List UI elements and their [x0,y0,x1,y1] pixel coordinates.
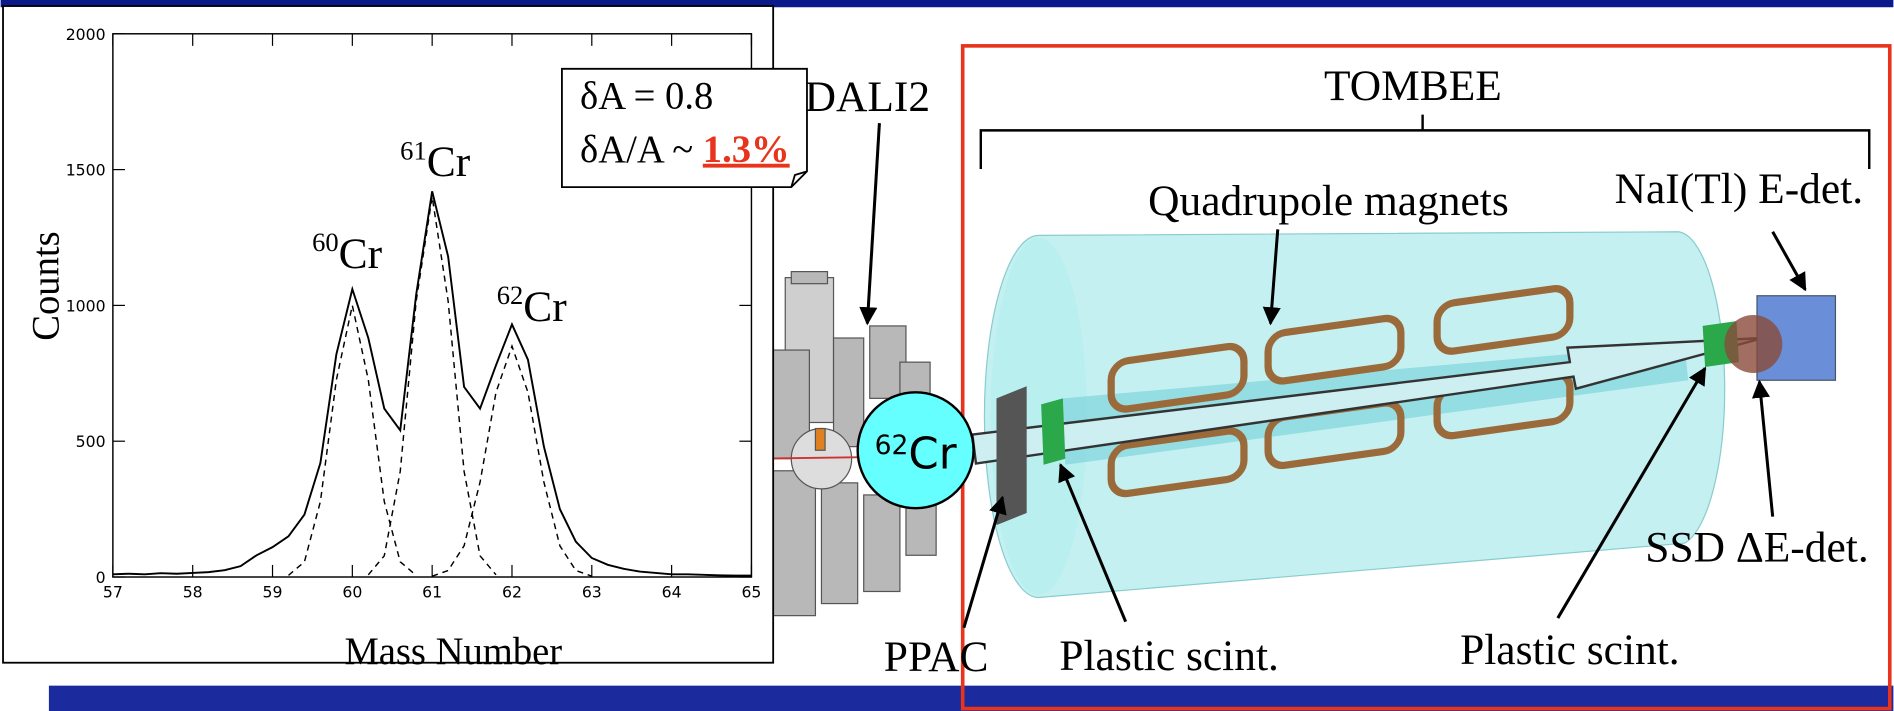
mass: 61 [400,135,427,165]
arrow [867,123,879,323]
mass: 62 [497,280,524,310]
y-tick-label: 1500 [66,161,106,180]
dali-label: DALI2 [805,73,930,121]
x-tick-label: 63 [582,583,602,602]
ssd-label: SSD ΔE-det. [1645,523,1868,571]
element: Cr [339,230,383,278]
tombee-label: TOMBEE [1324,62,1502,110]
x-tick-label: 57 [103,583,123,602]
x-tick-label: 64 [662,583,682,602]
x-tick-label: 59 [263,583,283,602]
x-tick-label: 61 [422,583,442,602]
nai-label: NaI(Tl) E-det. [1615,165,1863,213]
y-tick-label: 1000 [66,296,106,315]
y-tick-label: 2000 [66,25,106,44]
resolution-delta: δA = 0.8 [580,76,713,118]
ratio-label: δA/A ~ [580,129,693,171]
y-tick-label: 500 [76,432,106,451]
resolution-ratio-text: δA/A ~ 1.3% [580,129,790,171]
magnets-label: Quadrupole magnets [1148,177,1509,225]
plastic-right-label: Plastic scint. [1460,626,1680,674]
x-tick-label: 60 [342,583,362,602]
slide: 62Cr DALI2 TOMBEE Quadrupole magnets NaI… [0,0,1894,711]
mass: 62 [875,430,909,461]
arrow [964,497,1003,627]
ratio-value: 1.3% [703,129,790,171]
page: Mass spectrum html,body{margin:0;padding… [0,0,1894,711]
x-tick-label: 62 [502,583,522,602]
y-axis-label: Counts [26,231,68,340]
ppac-label: PPAC [884,633,989,681]
x-tick-label: 58 [183,583,203,602]
body: {"chart_data":{"type":"line","x_label":"… [0,0,1894,711]
plastic-left [1041,398,1065,464]
element: Cr [908,429,956,479]
arrow [1773,232,1806,290]
tombee-bracket [981,115,1869,169]
plastic-left-label: Plastic scint. [1059,632,1279,680]
element: Cr [523,283,567,331]
arrow [1759,381,1772,516]
ssd-detector [1724,315,1782,373]
x-tick-label: 65 [741,583,761,602]
mass: 60 [312,227,339,257]
element: Cr [427,138,471,186]
x-axis-label: Mass Number [344,631,562,673]
